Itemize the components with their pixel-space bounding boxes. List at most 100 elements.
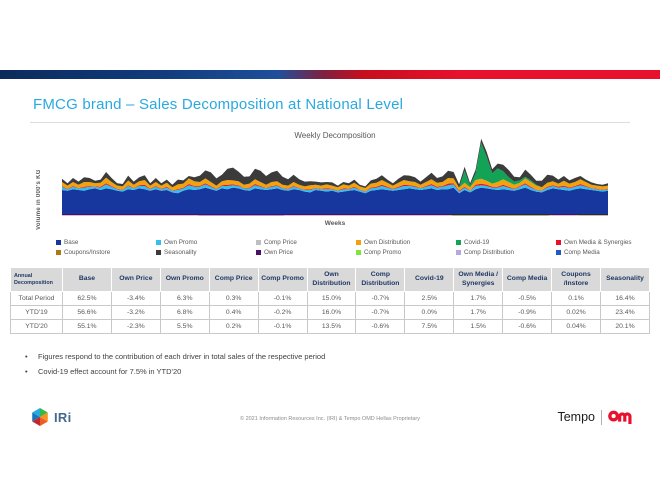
legend-item-comp-distribution: Comp Distribution <box>456 249 552 256</box>
legend-label: Own Price <box>264 249 294 256</box>
legend-swatch-icon <box>156 240 161 245</box>
table-cell: 13.5% <box>306 319 357 334</box>
table-cell: 20.1% <box>599 319 651 334</box>
legend-label: Coupons/Instore <box>64 249 111 256</box>
column-header: Comp Distribution <box>355 267 406 292</box>
table-cell: 0.0% <box>404 305 455 320</box>
table-cell: -0.7% <box>355 291 406 306</box>
chart-series-own-media <box>62 183 608 192</box>
title-divider <box>30 122 630 123</box>
table-row: YTD'20 55.1% -2.3% 5.5% 0.2% -0.1% 13.5% -0.6% 7… <box>10 319 651 334</box>
table-cell: 56.6% <box>62 305 112 320</box>
note-bullet: Figures respond to the contribution of e… <box>22 352 602 361</box>
table-cell: -2.3% <box>110 319 161 334</box>
table-cell: 5.5% <box>159 319 210 334</box>
chart-series-own-promo <box>62 184 608 194</box>
legend-item-own-media-synergies: Own Media & Synergies <box>556 239 652 246</box>
legend-swatch-icon <box>256 250 261 255</box>
legend-item-comp-media: Comp Media <box>556 249 652 256</box>
legend-swatch-icon <box>56 250 61 255</box>
iri-logo-text: IRi <box>54 409 72 425</box>
logo-divider <box>601 409 602 425</box>
chart-series-base <box>62 187 608 214</box>
column-header: Base <box>62 267 112 292</box>
legend-swatch-icon <box>456 250 461 255</box>
legend-swatch-icon <box>556 250 561 255</box>
legend-swatch-icon <box>356 240 361 245</box>
table-cell: 0.04% <box>551 319 601 334</box>
tempo-logo-text: Tempo <box>557 410 595 424</box>
legend-label: Comp Media <box>564 249 600 256</box>
table-cell: 16.0% <box>306 305 357 320</box>
notes-bullet-list: Figures respond to the contribution of e… <box>22 352 602 382</box>
column-header: Comp Price <box>208 267 259 292</box>
chart-series-own-price <box>62 214 608 216</box>
legend-swatch-icon <box>256 240 261 245</box>
column-header: Covid-19 <box>404 267 455 292</box>
y-axis-label: Volume in 000's KG <box>36 169 42 230</box>
legend-label: Comp Price <box>264 239 297 246</box>
x-axis-label: Weeks <box>324 220 346 227</box>
table-header-row: Annual Decomposition Base Own Price Own Pr… <box>10 267 651 292</box>
table-cell: -0.6% <box>355 319 406 334</box>
legend-swatch-icon <box>356 250 361 255</box>
tempo-omd-logo: Tempo <box>557 407 636 427</box>
legend-item-covid-19: Covid-19 <box>456 239 552 246</box>
table-cell: 6.3% <box>159 291 210 306</box>
omd-logo-icon <box>608 410 632 424</box>
table-cell: 7.5% <box>404 319 455 334</box>
column-header: Comp Promo <box>257 267 308 292</box>
legend-label: Own Media & Synergies <box>564 239 632 246</box>
chart-title: Weekly Decomposition <box>294 131 376 140</box>
column-header: Own Distribution <box>306 267 357 292</box>
table-cell: -0.1% <box>257 319 308 334</box>
row-label: YTD'20 <box>10 319 63 334</box>
row-label: YTD'19 <box>10 305 63 320</box>
legend-label: Comp Promo <box>364 249 402 256</box>
table-cell: 0.4% <box>208 305 259 320</box>
brand-gradient-bar <box>0 70 660 79</box>
table-cell: 55.1% <box>62 319 112 334</box>
table-cell: -0.9% <box>502 305 553 320</box>
column-header: Own Price <box>110 267 161 292</box>
legend-item-base: Base <box>56 239 152 246</box>
column-header: Seasonality <box>599 267 651 292</box>
table-cell: 0.3% <box>208 291 259 306</box>
weekly-decomposition-chart-region: Weekly Decomposition Volume in 000's KG … <box>30 126 650 234</box>
table-cell: 16.4% <box>599 291 651 306</box>
iri-logo: IRi <box>30 407 72 427</box>
legend-label: Own Promo <box>164 239 198 246</box>
table-cell: -3.4% <box>110 291 161 306</box>
iri-hexagon-icon <box>32 408 48 426</box>
table-cell: 15.0% <box>306 291 357 306</box>
chart-series-comp-promo <box>62 215 608 216</box>
table-cell: -3.2% <box>110 305 161 320</box>
table-row: YTD'19 56.6% -3.2% 6.8% 0.4% -0.2% 16.0% -0.7% 0… <box>10 305 651 320</box>
chart-series-comp-distribution <box>62 215 608 216</box>
table-cell: 6.8% <box>159 305 210 320</box>
table-cell: 62.5% <box>62 291 112 306</box>
column-header: Comp Media <box>502 267 553 292</box>
legend-item-coupons-instore: Coupons/Instore <box>56 249 152 256</box>
legend-item-own-promo: Own Promo <box>156 239 252 246</box>
table-cell: -0.1% <box>257 291 308 306</box>
table-cell: -0.5% <box>502 291 553 306</box>
legend-label: Own Distribution <box>364 239 411 246</box>
note-bullet: Covid-19 effect account for 7.5% in YTD'… <box>22 367 602 376</box>
legend-swatch-icon <box>156 250 161 255</box>
table-cell: -0.7% <box>355 305 406 320</box>
legend-swatch-icon <box>556 240 561 245</box>
legend-item-own-price: Own Price <box>256 249 352 256</box>
legend-label: Comp Distribution <box>464 249 515 256</box>
legend-item-comp-promo: Comp Promo <box>356 249 452 256</box>
chart-legend: Base Own Promo Comp Price Own Distribution C… <box>56 239 652 256</box>
legend-item-comp-price: Comp Price <box>256 239 352 246</box>
page-title: FMCG brand – Sales Decomposition at Nati… <box>33 96 404 113</box>
table-row: Total Period 62.5% -3.4% 6.3% 0.3% -0.1% 15.0%… <box>10 291 651 306</box>
legend-item-seasonality: Seasonality <box>156 249 252 256</box>
table-cell: 1.5% <box>453 319 504 334</box>
table-cell: 0.02% <box>551 305 601 320</box>
legend-label: Base <box>64 239 79 246</box>
legend-label: Covid-19 <box>464 239 490 246</box>
